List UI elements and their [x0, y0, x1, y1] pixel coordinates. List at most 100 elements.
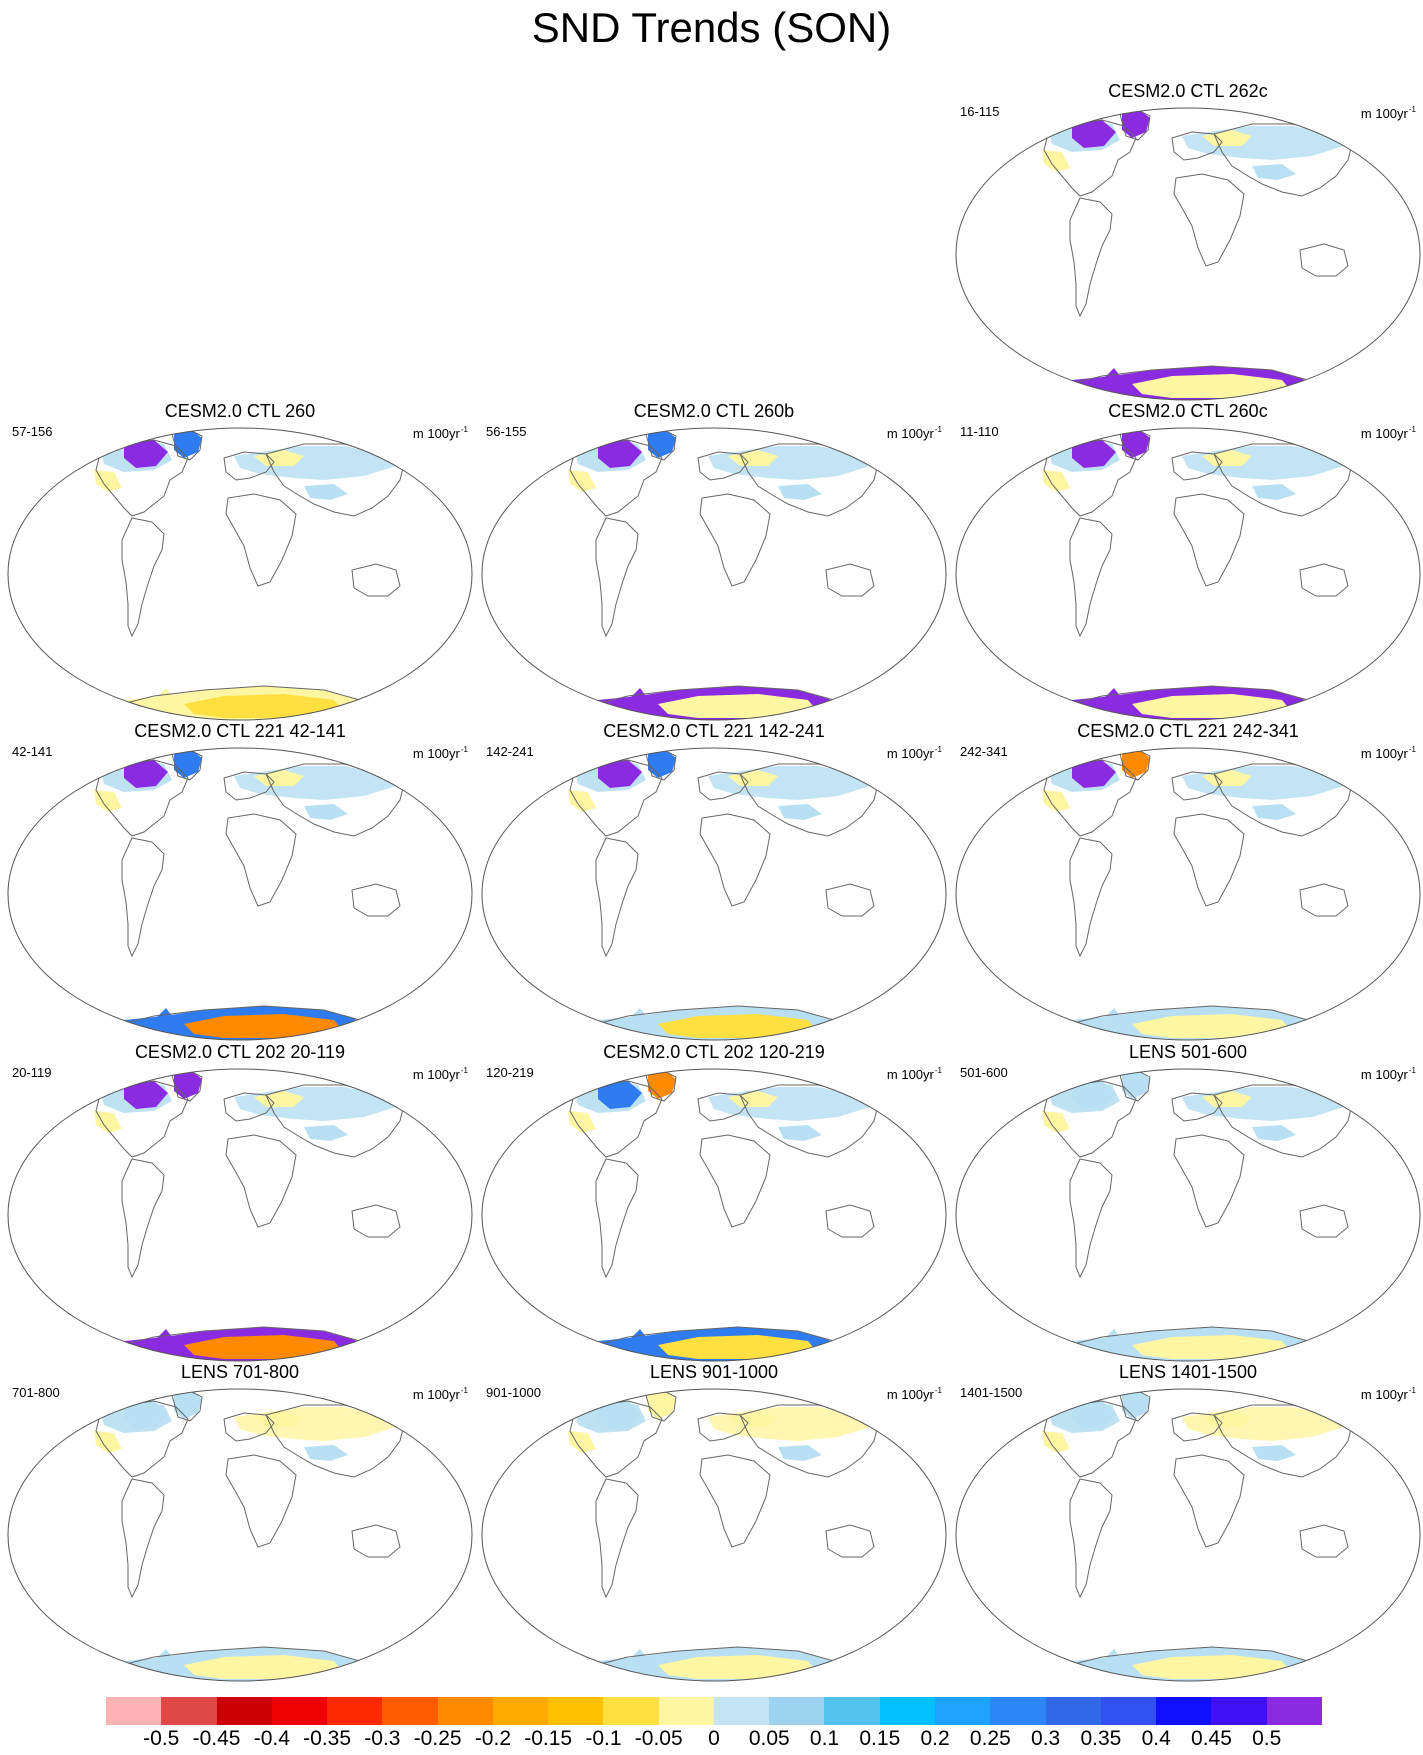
panel-units: m 100yr-1 — [887, 422, 942, 442]
australia-outline — [1299, 563, 1349, 597]
africa-outline — [225, 1454, 297, 1548]
units-exponent: -1 — [1408, 105, 1416, 114]
north-america-outline — [1043, 759, 1137, 837]
colorbar-swatch — [1266, 1697, 1322, 1725]
units-exponent: -1 — [934, 1386, 942, 1395]
antarctic-peninsula-trend — [1102, 1008, 1120, 1026]
units-label: m 100yr — [886, 746, 934, 761]
panel-title: CESM2.0 CTL 221 142-241 — [603, 721, 825, 741]
africa-outline — [225, 493, 297, 587]
panel-year-range: 701-800 — [12, 1385, 60, 1400]
europe-outline — [697, 771, 749, 801]
colorbar-swatch — [437, 1697, 493, 1725]
africa-outline — [1173, 1454, 1245, 1548]
antarctica-interior-trend — [1132, 1335, 1292, 1359]
south-america-outline — [1069, 837, 1113, 958]
colorbar-swatch — [1156, 1697, 1212, 1725]
panel-title: LENS 701-800 — [180, 1362, 300, 1382]
antarctic-peninsula-trend — [628, 1329, 646, 1347]
panel-units: m 100yr-1 — [887, 1383, 942, 1403]
europe-outline — [1171, 771, 1223, 801]
antarctic-peninsula-trend — [628, 688, 646, 706]
north-america-outline — [1043, 119, 1137, 197]
map-content — [568, 429, 879, 720]
tibet-trend-patch — [778, 484, 822, 500]
panel-year-range: 501-600 — [960, 1065, 1008, 1080]
map-content — [1042, 429, 1353, 720]
tibet-trend-patch — [1252, 164, 1296, 180]
projection-map — [7, 427, 473, 721]
africa-outline — [699, 493, 771, 587]
africa-outline — [1173, 1134, 1245, 1228]
antarctic-peninsula-trend — [1102, 688, 1120, 706]
canada-core-trend — [1072, 440, 1116, 468]
units-exponent: -1 — [1408, 1066, 1416, 1075]
canada-core-trend — [124, 1081, 168, 1109]
canada-core-trend — [598, 1401, 642, 1429]
tibet-trend-patch — [304, 1125, 348, 1141]
map-border — [955, 1388, 1421, 1682]
panel-year-range: 56-155 — [486, 424, 527, 439]
colorbar-tick-label: -0.5 — [143, 1727, 180, 1750]
europe-outline — [223, 771, 275, 801]
units-label: m 100yr — [1360, 1067, 1408, 1082]
units-exponent: -1 — [934, 1066, 942, 1075]
map-panel: LENS 1401-1500 1401-1500 m 100yr-1 — [952, 1361, 1423, 1682]
panel-year-range: 1401-1500 — [960, 1385, 1023, 1400]
units-label: m 100yr — [886, 1387, 934, 1402]
north-america-trend-patch — [568, 470, 596, 492]
north-america-outline — [569, 759, 663, 837]
units-exponent: -1 — [460, 1386, 468, 1395]
units-label: m 100yr — [886, 426, 934, 441]
antarctica-interior-trend — [1132, 1655, 1292, 1679]
south-america-outline — [1069, 1478, 1113, 1599]
map-border — [955, 747, 1421, 1041]
tibet-trend-patch — [778, 804, 822, 820]
units-label: m 100yr — [886, 1067, 934, 1082]
units-label: m 100yr — [1360, 1387, 1408, 1402]
colorbar-swatch — [1100, 1697, 1157, 1725]
north-america-outline — [95, 1080, 189, 1158]
colorbar-swatch — [769, 1697, 825, 1725]
colorbar-tick-label: 0 — [708, 1727, 720, 1750]
map-border — [955, 427, 1421, 721]
panel-year-range: 120-219 — [486, 1065, 534, 1080]
antarctic-peninsula-trend — [154, 1008, 172, 1026]
antarctic-peninsula-trend — [1102, 1649, 1120, 1667]
panel-year-range: 42-141 — [12, 744, 53, 759]
africa-outline — [1173, 813, 1245, 907]
australia-outline — [351, 1524, 401, 1558]
units-label: m 100yr — [1360, 426, 1408, 441]
australia-outline — [825, 883, 875, 917]
panel-units: m 100yr-1 — [1361, 1063, 1416, 1083]
africa-outline — [225, 813, 297, 907]
panel-title: CESM2.0 CTL 221 242-341 — [1077, 721, 1299, 741]
panel-year-range: 57-156 — [12, 424, 53, 439]
projection-map — [481, 1068, 947, 1362]
north-america-trend-patch — [1042, 790, 1070, 812]
tibet-trend-patch — [1252, 484, 1296, 500]
north-america-trend-patch — [568, 1111, 596, 1133]
north-america-outline — [569, 1400, 663, 1478]
map-panel: CESM2.0 CTL 262c 16-115 m 100yr-1 — [952, 80, 1423, 401]
map-content — [1042, 109, 1353, 400]
units-exponent: -1 — [1408, 745, 1416, 754]
colorbar-swatch — [548, 1697, 604, 1725]
north-america-outline — [1043, 1080, 1137, 1158]
colorbar-tick-label: -0.4 — [253, 1727, 290, 1750]
north-america-trend-patch — [94, 1431, 122, 1453]
north-america-trend-patch — [1042, 470, 1070, 492]
africa-outline — [699, 813, 771, 907]
australia-outline — [825, 1204, 875, 1238]
north-america-outline — [569, 1080, 663, 1158]
colorbar-swatch — [271, 1697, 328, 1725]
antarctic-peninsula-trend — [628, 1649, 646, 1667]
australia-outline — [1299, 243, 1349, 277]
units-exponent: -1 — [934, 745, 942, 754]
units-exponent: -1 — [1408, 1386, 1416, 1395]
map-panel: CESM2.0 CTL 202 120-219 120-219 m 100yr-1 — [478, 1041, 950, 1362]
antarctica-interior-trend — [658, 1335, 818, 1359]
panel-units: m 100yr-1 — [413, 1063, 468, 1083]
units-exponent: -1 — [934, 425, 942, 434]
projection-map — [955, 1068, 1421, 1362]
